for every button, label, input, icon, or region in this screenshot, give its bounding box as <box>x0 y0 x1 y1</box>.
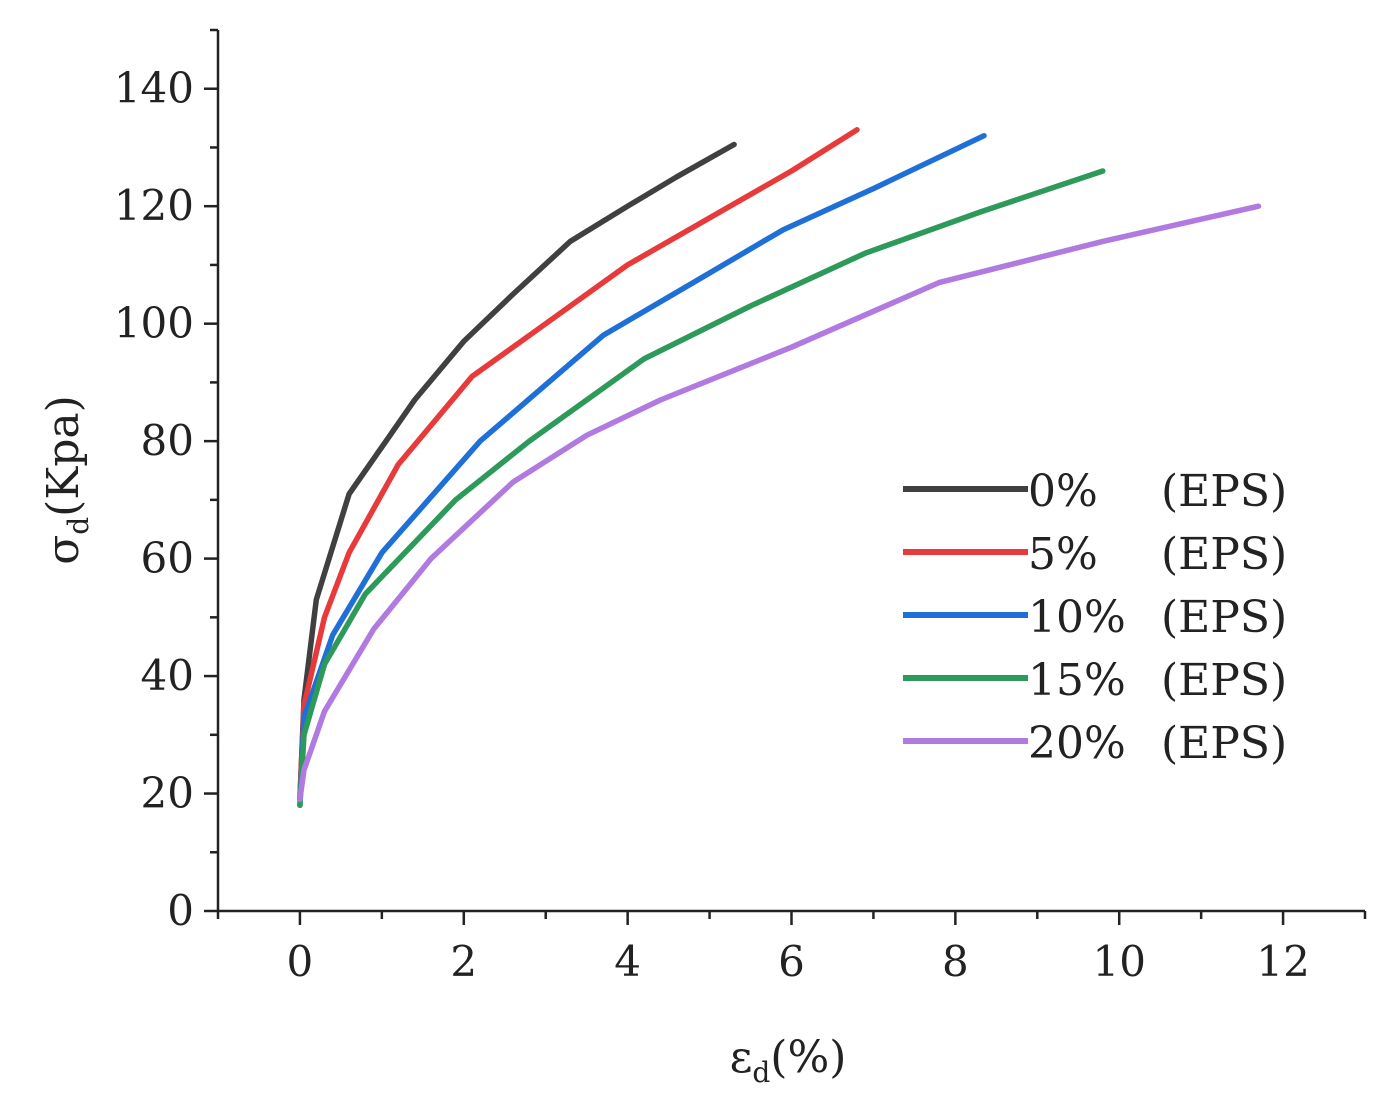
legend-tag: (EPS) <box>1161 592 1287 643</box>
series-line <box>297 127 860 803</box>
legend-item: 5% (EPS) <box>903 529 1287 580</box>
legend-label: 20% <box>1028 718 1126 769</box>
legend: 0% (EPS) 5% (EPS) 10% (EPS) 15% (EPS) 20% (EPS) <box>903 466 1287 769</box>
y-tick-label: 60 <box>141 534 194 583</box>
x-axis-symbol: ε <box>730 1032 753 1083</box>
y-axis-symbol: σ <box>38 535 89 565</box>
legend-tag: (EPS) <box>1161 655 1287 706</box>
x-tick-label: 8 <box>942 937 969 986</box>
x-axis-title: εd(%) <box>730 1032 847 1089</box>
y-tick-label: 80 <box>141 416 194 465</box>
x-tick-label: 12 <box>1256 937 1309 986</box>
x-tick-label: 6 <box>778 937 805 986</box>
y-axis-title: σd(Kpa) <box>38 395 95 565</box>
series-line <box>297 141 737 803</box>
y-tick-label: 40 <box>141 651 194 700</box>
x-axis-subscript: d <box>752 1056 770 1089</box>
legend-tag: (EPS) <box>1161 529 1287 580</box>
x-tick-label: 2 <box>450 937 477 986</box>
y-tick-label: 20 <box>141 769 194 818</box>
legend-label: 0% <box>1028 466 1098 517</box>
y-tick-label: 140 <box>114 64 194 113</box>
legend-label: 10% <box>1028 592 1126 643</box>
series-line <box>297 168 1106 809</box>
series-lines <box>297 127 1262 809</box>
legend-item: 0% (EPS) <box>903 466 1287 517</box>
series-line <box>297 132 987 809</box>
legend-label: 5% <box>1028 529 1098 580</box>
legend-item: 10% (EPS) <box>903 592 1287 643</box>
legend-tag: (EPS) <box>1161 466 1287 517</box>
ticks <box>204 28 1367 925</box>
y-axis-unit: (Kpa) <box>38 395 89 517</box>
series-line <box>297 203 1262 803</box>
x-tick-label: 10 <box>1092 937 1145 986</box>
x-tick-label: 4 <box>614 937 641 986</box>
x-tick-label: 0 <box>287 937 314 986</box>
y-axis-subscript: d <box>62 517 95 535</box>
legend-tag: (EPS) <box>1161 718 1287 769</box>
x-axis-unit: (%) <box>770 1032 846 1083</box>
legend-label: 15% <box>1028 655 1126 706</box>
y-tick-label: 0 <box>167 886 194 935</box>
legend-item: 15% (EPS) <box>903 655 1287 706</box>
legend-item: 20% (EPS) <box>903 718 1287 769</box>
y-tick-label: 120 <box>114 181 194 230</box>
y-tick-label: 100 <box>114 299 194 348</box>
